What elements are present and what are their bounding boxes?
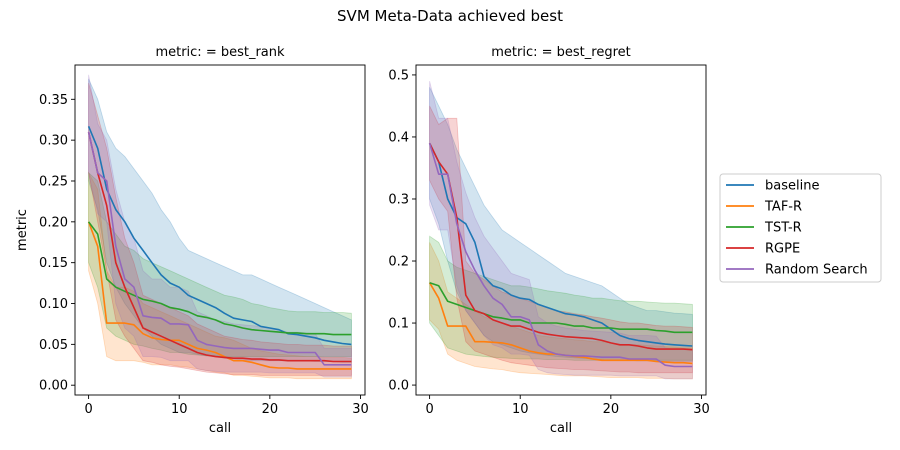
y-tick-label: 0.4 [388, 130, 409, 145]
x-axis-label: call [209, 421, 231, 436]
y-tick-label: 0.25 [39, 174, 68, 189]
y-tick-label: 0.00 [39, 379, 68, 394]
y-tick-label: 0.35 [39, 93, 68, 108]
y-tick-label: 0.2 [388, 255, 409, 270]
panel-best-rank: 0 10 20 30 0.00 0.05 0.10 0.15 0.20 0.25 0.30 0.35 m… [15, 45, 369, 436]
x-tick-label: 0 [84, 402, 92, 417]
y-tick-label: 0.30 [39, 134, 68, 149]
panel-best-regret: 0 10 20 30 0.0 0.1 0.2 0.3 0.4 0.5 metric: = best_… [388, 45, 709, 436]
x-tick-label: 20 [262, 402, 279, 417]
y-tick-label: 0.0 [388, 379, 409, 394]
y-tick-label: 0.3 [388, 192, 409, 207]
x-tick-label: 30 [352, 402, 369, 417]
legend-box [719, 173, 882, 283]
y-axis-label: metric [15, 209, 30, 251]
figure-title: SVM Meta-Data achieved best [337, 7, 563, 25]
line-rgpe [87, 131, 352, 363]
x-tick-label: 10 [512, 402, 529, 417]
y-tick-label: 0.05 [39, 338, 68, 353]
legend-label-rgpe: RGPE [765, 242, 800, 257]
x-tick-label: 30 [693, 402, 710, 417]
y-tick-label: 0.1 [388, 317, 409, 332]
line-baseline [428, 142, 693, 347]
band-tst-r [88, 171, 352, 358]
y-tick-label: 0.20 [39, 215, 68, 230]
line-random-search [428, 142, 693, 368]
x-tick-label: 0 [425, 402, 433, 417]
band-taf-r [88, 171, 352, 380]
line-taf-r [87, 221, 352, 370]
legend-label-random-search: Random Search [765, 263, 868, 278]
x-tick-label: 20 [603, 402, 620, 417]
legend-label-taf-r: TAF-R [764, 200, 802, 215]
band-random-search [429, 81, 693, 380]
y-tick-label: 0.5 [388, 68, 409, 83]
plot-frame [74, 64, 366, 396]
legend: baseline TAF-R TST-R RGPE Random Search [719, 173, 882, 283]
y-tick-label: 0.10 [39, 297, 68, 312]
plot-area [428, 81, 693, 380]
band-baseline [429, 87, 693, 362]
line-tst-r [87, 221, 352, 336]
legend-label-baseline: baseline [765, 179, 819, 194]
panel-title: metric: = best_rank [155, 45, 285, 60]
line-baseline [87, 125, 352, 346]
x-axis-label: call [550, 421, 572, 436]
plot-area [87, 74, 352, 380]
line-tst-r [429, 281, 693, 334]
plot-frame [415, 64, 707, 396]
panel-title: metric: = best_regret [491, 45, 630, 60]
line-random-search [87, 131, 352, 366]
x-tick-label: 10 [171, 402, 188, 417]
y-tick-label: 0.15 [39, 256, 68, 271]
line-rgpe [428, 142, 693, 351]
legend-label-tst-r: TST-R [764, 221, 802, 236]
